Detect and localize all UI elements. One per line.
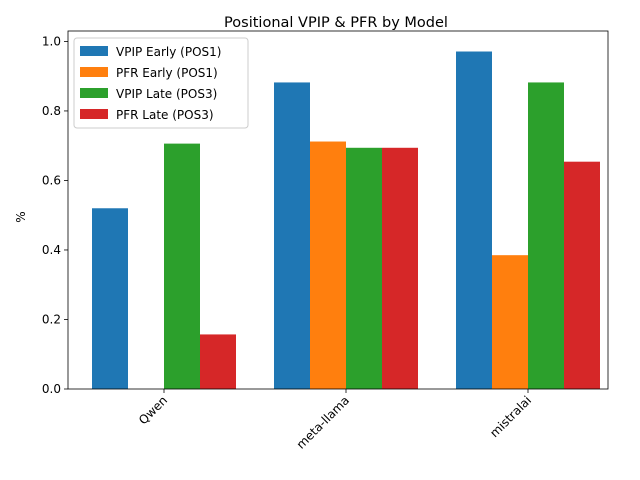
bar-Qwen-series-0 [92, 208, 128, 389]
bar-mistralai-series-1 [492, 255, 528, 389]
legend-swatch-0 [80, 46, 108, 56]
y-tick-label: 0.2 [42, 312, 61, 326]
y-tick-label: 0.0 [42, 382, 61, 396]
y-tick-label: 0.8 [42, 104, 61, 118]
y-tick-label: 0.4 [42, 243, 61, 257]
bar-meta-llama-series-3 [382, 147, 418, 389]
bar-mistralai-series-0 [456, 51, 492, 389]
bar-meta-llama-series-0 [274, 82, 310, 390]
bar-Qwen-series-3 [200, 334, 236, 389]
legend-label-3: PFR Late (POS3) [116, 108, 214, 122]
x-tick-label-mistralai: mistralai [487, 393, 534, 440]
bars-layer [92, 51, 600, 390]
legend-swatch-2 [80, 88, 108, 98]
y-axis-label: % [14, 211, 28, 222]
legend-label-0: VPIP Early (POS1) [116, 45, 221, 59]
legend: VPIP Early (POS1) PFR Early (POS1) VPIP La… [73, 37, 249, 129]
bar-meta-llama-series-1 [310, 141, 346, 389]
plot-frame [67, 30, 609, 390]
chart-title: Positional VPIP & PFR by Model [224, 15, 448, 31]
legend-label-1: PFR Early (POS1) [116, 66, 218, 80]
bar-mistralai-series-3 [564, 161, 600, 389]
x-tick-label-meta-llama: meta-llama [294, 393, 352, 451]
y-tick-label: 0.6 [42, 173, 61, 187]
bar-mistralai-series-2 [528, 82, 564, 390]
y-tick-label: 1.0 [42, 34, 61, 48]
bar-meta-llama-series-2 [346, 147, 382, 389]
legend-swatch-3 [80, 109, 108, 119]
legend-label-2: VPIP Late (POS3) [116, 87, 217, 101]
legend-box [73, 37, 249, 129]
x-tick-label-Qwen: Qwen [136, 393, 170, 427]
bar-Qwen-series-2 [164, 143, 200, 389]
legend-swatch-1 [80, 67, 108, 77]
